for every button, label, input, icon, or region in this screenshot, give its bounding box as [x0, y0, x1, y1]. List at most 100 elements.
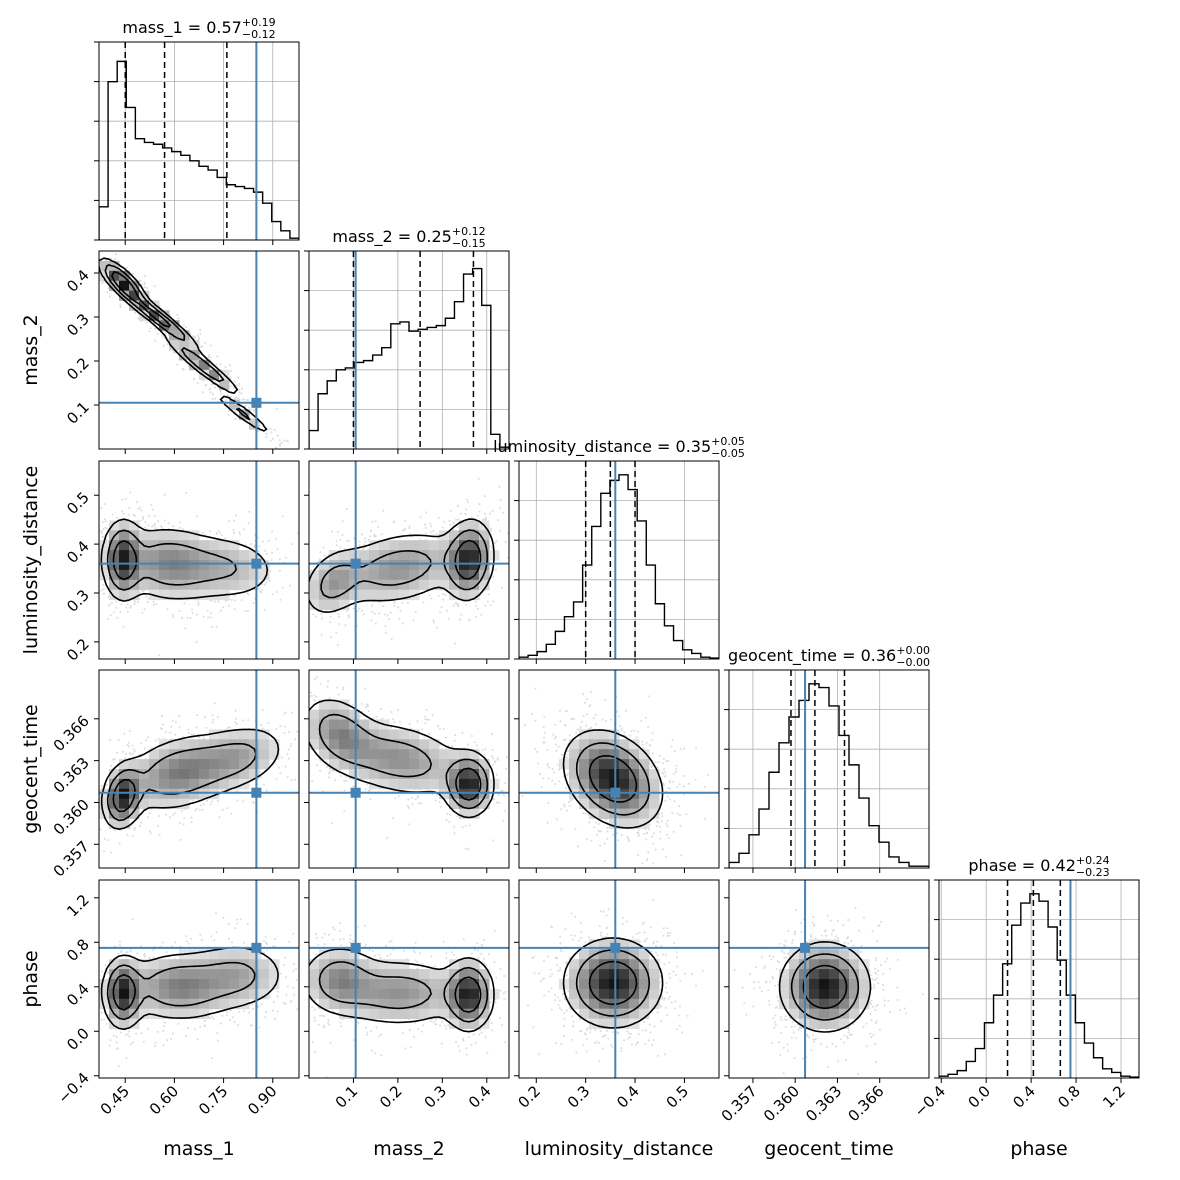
density-cell — [399, 1008, 410, 1020]
panel-title-phase: phase = 0.42+0.24 — [968, 854, 1109, 875]
density-cell — [119, 998, 130, 1010]
density-cell — [449, 998, 460, 1010]
density-cell — [239, 949, 250, 960]
x-tick-label: 0.8 — [1054, 1082, 1084, 1112]
truth-marker — [350, 558, 361, 569]
density-cell — [119, 569, 130, 581]
density-cell — [309, 979, 320, 990]
density-cell — [459, 589, 470, 601]
density-cell — [189, 530, 200, 541]
density-cell — [379, 969, 390, 980]
panel-title-luminosity_distance: luminosity_distance = 0.35+0.05 — [493, 435, 745, 457]
density-cell — [409, 569, 420, 581]
density-cell — [429, 979, 440, 990]
panel-frame — [308, 250, 510, 450]
density-cell — [629, 759, 640, 770]
density-cell — [419, 540, 430, 551]
density-cell — [179, 778, 190, 790]
density-cell — [149, 300, 160, 311]
density-cell — [109, 959, 120, 970]
density-cell — [599, 788, 610, 800]
x-tick-label: 0.366 — [844, 1082, 887, 1125]
density-cell — [619, 749, 630, 760]
density-cell — [319, 579, 330, 591]
contour-level-2 — [112, 973, 136, 1011]
density-cell — [129, 540, 140, 551]
density-cell — [239, 550, 250, 561]
y-tick-label: 0.3 — [63, 310, 93, 340]
density-cell — [229, 949, 240, 960]
density-cell — [199, 560, 210, 571]
density-cell — [449, 788, 460, 800]
density-cell — [479, 998, 490, 1010]
density-cell — [209, 949, 220, 960]
density-cell — [589, 749, 600, 760]
density-cell — [209, 969, 220, 980]
density-cell — [369, 569, 380, 581]
density-cell — [859, 969, 870, 980]
density-cell — [409, 998, 420, 1010]
density-cell — [829, 939, 840, 950]
panel-frame — [98, 250, 300, 450]
density-cell — [109, 998, 120, 1010]
density-cell — [599, 949, 610, 960]
density-cell — [149, 778, 160, 790]
density-cell — [639, 1008, 650, 1020]
density-cell — [379, 778, 390, 790]
density-cell — [469, 769, 480, 780]
density-cell — [169, 778, 180, 790]
density-cell — [609, 959, 620, 970]
density-cell — [589, 959, 600, 970]
density-cell — [119, 589, 130, 601]
density-cell — [609, 979, 620, 990]
x-tick-label: 0.2 — [376, 1082, 406, 1112]
density-cell — [109, 969, 120, 980]
x-tick-label: 0.90 — [244, 1082, 280, 1118]
density-cell — [139, 778, 150, 790]
density-cell — [389, 729, 400, 740]
density-cell — [389, 979, 400, 990]
density-cell — [419, 969, 430, 980]
contours — [309, 948, 495, 1033]
density-cell — [99, 988, 110, 1000]
density-cell — [339, 579, 350, 591]
density-cell — [349, 769, 360, 780]
density-cell — [779, 969, 790, 980]
density-cell — [459, 798, 470, 810]
contour-level-2 — [588, 960, 638, 1006]
density-cell — [469, 808, 480, 819]
density-cell — [189, 350, 200, 361]
density-cell — [189, 1008, 200, 1020]
density-cell — [449, 540, 460, 551]
density-cell — [359, 569, 370, 581]
density-cell — [189, 788, 200, 800]
contour-level-1 — [790, 953, 860, 1021]
density-cell — [589, 759, 600, 770]
density-cell — [349, 589, 360, 601]
density-cell — [349, 979, 360, 990]
density-cell — [429, 988, 440, 1000]
density-cell — [479, 550, 490, 561]
density-cell — [359, 769, 370, 780]
density-cell — [849, 1008, 860, 1020]
density-cell — [149, 959, 160, 970]
density-cell — [629, 749, 640, 760]
density-cell — [619, 769, 630, 780]
panel-frame — [98, 669, 300, 869]
density-cell — [449, 769, 460, 780]
title-lower-error: −0.00 — [896, 656, 930, 669]
density-cell — [429, 569, 440, 581]
density-cell — [139, 969, 150, 980]
density-cell — [199, 998, 210, 1010]
density-cells — [99, 729, 280, 829]
density-cell — [229, 579, 240, 591]
density-cell — [609, 729, 620, 740]
density-cell — [219, 979, 230, 990]
density-cell — [829, 1008, 840, 1020]
density-cell — [139, 769, 150, 780]
density-cell — [829, 998, 840, 1010]
density-cell — [139, 550, 150, 561]
density-cell — [199, 359, 210, 371]
density-cell — [359, 969, 370, 980]
